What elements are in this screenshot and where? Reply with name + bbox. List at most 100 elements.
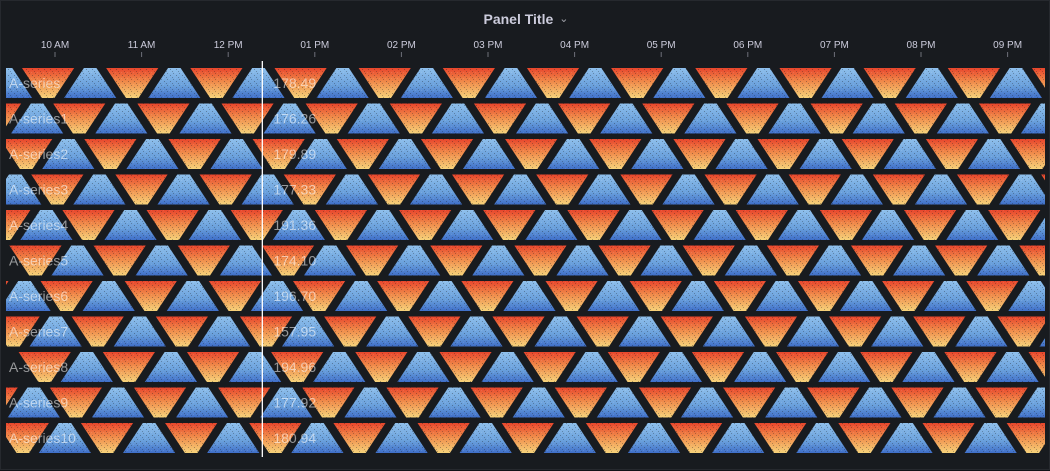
- heat-cell-texture: [861, 210, 915, 240]
- heat-cell-texture: [219, 245, 272, 276]
- heat-cell-texture: [124, 281, 177, 311]
- heat-cell-texture: [1031, 68, 1045, 88]
- heat-cell-texture: [397, 352, 450, 382]
- heat-cell-texture: [333, 423, 386, 453]
- heat-cell-texture: [271, 352, 324, 382]
- heat-cell-texture: [649, 352, 702, 382]
- heat-cell-texture: [863, 68, 916, 98]
- heat-cell-texture: [587, 281, 640, 311]
- heat-cell-texture: [766, 245, 819, 276]
- heat-cell-texture: [9, 245, 62, 276]
- series-row[interactable]: [1, 210, 1050, 240]
- heat-cell-texture: [388, 245, 441, 276]
- heat-cell-texture: [638, 387, 692, 418]
- series-row[interactable]: [1, 423, 1050, 453]
- series-value-label: 191.36: [273, 217, 316, 233]
- heat-cell-texture: [137, 103, 190, 134]
- heat-cell-texture: [662, 174, 715, 205]
- heat-cell-texture: [305, 103, 358, 134]
- heat-cell-texture: [796, 423, 849, 453]
- heat-cell-texture: [733, 352, 787, 382]
- heat-cell-texture: [272, 210, 325, 240]
- heat-cell-texture: [20, 210, 73, 240]
- x-tick-label: 04 PM: [560, 40, 589, 51]
- heat-cell-texture: [914, 174, 968, 205]
- heat-cell-texture: [821, 68, 874, 98]
- heat-cell-texture: [882, 281, 935, 311]
- heat-cell-texture: [274, 68, 327, 98]
- heat-cell-texture: [146, 210, 199, 240]
- heat-cell-texture: [757, 139, 810, 169]
- heat-cell-texture: [18, 352, 71, 382]
- series-value-label: 157.95: [273, 324, 316, 340]
- series-row[interactable]: [1, 68, 1050, 98]
- heat-cell-texture: [712, 423, 765, 453]
- heat-cell-texture: [651, 210, 704, 240]
- heat-cell-texture: [148, 68, 201, 98]
- heat-cell-texture: [852, 103, 905, 134]
- heat-cell-texture: [168, 139, 221, 169]
- heat-cell-texture: [177, 245, 230, 276]
- heat-cell-texture: [73, 174, 126, 205]
- heat-cell-texture: [135, 245, 188, 276]
- heat-cell-texture: [673, 139, 726, 169]
- heat-cell-texture: [516, 103, 569, 134]
- heat-cell-texture: [620, 174, 673, 205]
- series-name-label: A-series: [9, 75, 60, 91]
- panel-title-menu[interactable]: Panel Title ⌄: [484, 11, 569, 27]
- series-row[interactable]: [1, 139, 1050, 169]
- heat-cell-texture: [755, 281, 809, 311]
- series-row[interactable]: [1, 387, 1050, 418]
- series-value-label: 179.89: [273, 146, 316, 162]
- heat-cell-texture: [481, 352, 534, 382]
- heat-cell-texture: [902, 352, 955, 382]
- heat-cell-texture: [93, 245, 146, 276]
- heat-cell-texture: [355, 352, 408, 382]
- heat-cell-texture: [935, 245, 988, 276]
- heat-cell-texture: [40, 281, 93, 311]
- heat-cell-texture: [313, 352, 366, 382]
- series-row[interactable]: [1, 174, 1050, 205]
- heat-cell-texture: [765, 387, 818, 418]
- heat-cell-texture: [484, 68, 538, 98]
- heat-cell-texture: [283, 174, 336, 205]
- heat-cell-texture: [155, 316, 208, 347]
- series-row[interactable]: [1, 316, 1050, 347]
- heat-cell-texture: [241, 174, 294, 205]
- heat-cell-texture: [967, 139, 1021, 169]
- heat-cell-texture: [366, 316, 419, 347]
- heat-cell-texture: [282, 316, 335, 347]
- heat-cell-texture: [924, 281, 977, 311]
- series-row[interactable]: [1, 281, 1050, 311]
- series-name-label: A-series5: [9, 253, 68, 269]
- heat-cell-texture: [558, 103, 611, 134]
- heat-cell-texture: [51, 245, 104, 276]
- heat-cell-texture: [618, 316, 671, 347]
- x-tick-label: 11 AM: [128, 40, 156, 51]
- heat-cell-texture: [819, 210, 872, 240]
- heat-cell-texture: [6, 68, 33, 98]
- heat-cell-texture: [302, 387, 355, 418]
- heat-cell-texture: [903, 210, 957, 240]
- series-row[interactable]: [18, 352, 1050, 382]
- heat-cell-texture: [6, 281, 51, 311]
- heat-cell-texture: [6, 387, 18, 406]
- heat-cell-texture: [229, 352, 282, 382]
- x-tick-label: 01 PM: [300, 40, 329, 51]
- heat-cell-texture: [653, 68, 706, 98]
- series-row[interactable]: [9, 245, 1050, 276]
- heat-cell-texture: [428, 387, 481, 418]
- heat-cell-texture: [60, 352, 113, 382]
- heat-cell-texture: [291, 423, 344, 453]
- heat-cell-texture: [891, 387, 944, 418]
- series-name-label: A-series2: [9, 146, 68, 162]
- series-name-label: A-series1: [9, 111, 68, 127]
- heat-cell-texture: [6, 281, 9, 285]
- heat-cell-texture: [989, 68, 1042, 98]
- heat-cell-texture: [642, 103, 695, 134]
- heat-cell-texture: [997, 316, 1045, 347]
- series-row[interactable]: [1, 103, 1050, 134]
- heat-cell-texture: [514, 245, 567, 276]
